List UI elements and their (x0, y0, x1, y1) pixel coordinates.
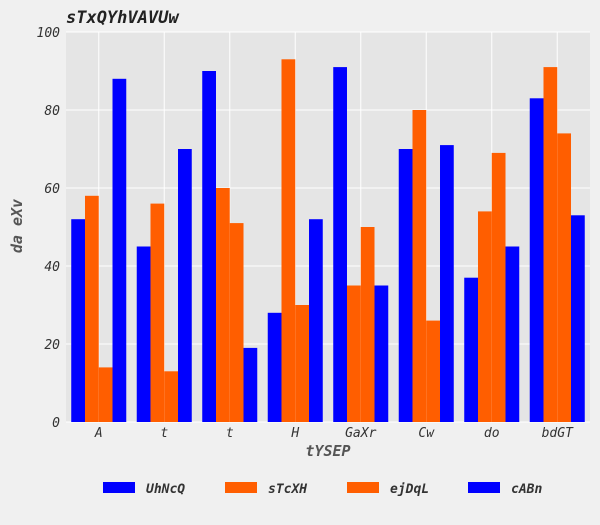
bar-UhNcQ-4 (267, 312, 282, 422)
legend: UhNcQ sTcXH ejDqL cABn (103, 482, 542, 497)
bars (71, 59, 585, 423)
bar-cABn-8 (571, 215, 585, 422)
bar-cABn-5 (374, 285, 389, 422)
bar-ejDqL-7 (491, 152, 506, 422)
bar-cABn-4 (309, 219, 323, 422)
bar-UhNcQ-6 (398, 149, 413, 422)
x-tick-label: do (484, 426, 500, 441)
bar-ejDqL-8 (557, 133, 572, 422)
x-tick-label: t (160, 426, 168, 441)
bar-sTcXH-1 (84, 195, 99, 422)
y-tick-label: 60 (44, 182, 60, 197)
x-tick-label: bdGT (542, 426, 574, 441)
bar-ejDqL-4 (295, 305, 310, 422)
bar-ejDqL-6 (426, 320, 441, 422)
bar-sTcXH-6 (412, 110, 427, 422)
y-tick-label: 80 (44, 104, 60, 119)
bar-sTcXH-3 (215, 188, 230, 422)
legend-label-UhNcQ: UhNcQ (146, 482, 185, 497)
bar-ejDqL-3 (229, 223, 244, 422)
bar-sTcXH-8 (543, 67, 558, 422)
legend-swatch-sTcXH (225, 482, 257, 493)
bar-ejDqL-2 (164, 371, 179, 422)
x-tick-label: GaXr (345, 426, 376, 441)
bar-ejDqL-1 (98, 367, 113, 422)
legend-swatch-ejDqL (347, 482, 379, 493)
y-tick-label: 40 (44, 260, 60, 275)
legend-label-ejDqL: ejDqL (390, 482, 429, 497)
y-axis-ticks: 0 20 40 60 80 100 (37, 26, 61, 431)
legend-label-cABn: cABn (511, 482, 542, 497)
bar-UhNcQ-7 (464, 277, 478, 422)
y-tick-label: 0 (52, 416, 60, 431)
x-axis-label: tYSEP (305, 442, 350, 460)
bar-UhNcQ-3 (202, 71, 216, 422)
bar-sTcXH-2 (150, 203, 165, 422)
chart-title: sTxQYhVAVUw (66, 8, 179, 28)
bar-sTcXH-7 (477, 211, 492, 422)
bar-cABn-1 (112, 78, 127, 423)
x-tick-label: H (290, 426, 299, 441)
bar-sTcXH-5 (346, 285, 361, 422)
legend-swatch-UhNcQ (103, 482, 135, 493)
bar-sTcXH-4 (281, 59, 296, 423)
bar-cABn-2 (178, 149, 192, 422)
y-tick-label: 100 (37, 26, 61, 41)
bar-ejDqL-5 (360, 227, 375, 422)
legend-label-sTcXH: sTcXH (268, 482, 307, 497)
x-tick-label: t (226, 426, 234, 441)
y-axis-label: da eXv (8, 198, 26, 253)
y-tick-label: 20 (44, 338, 60, 353)
x-tick-label: A (94, 426, 103, 441)
bar-cABn-7 (505, 246, 520, 422)
bar-UhNcQ-2 (136, 246, 151, 422)
bar-UhNcQ-8 (529, 98, 544, 423)
legend-swatch-cABn (468, 482, 500, 493)
bar-cABn-3 (243, 347, 258, 422)
bar-UhNcQ-1 (71, 219, 85, 422)
bar-UhNcQ-5 (333, 67, 347, 422)
x-tick-label: Cw (418, 426, 435, 441)
bar-cABn-6 (440, 145, 454, 422)
